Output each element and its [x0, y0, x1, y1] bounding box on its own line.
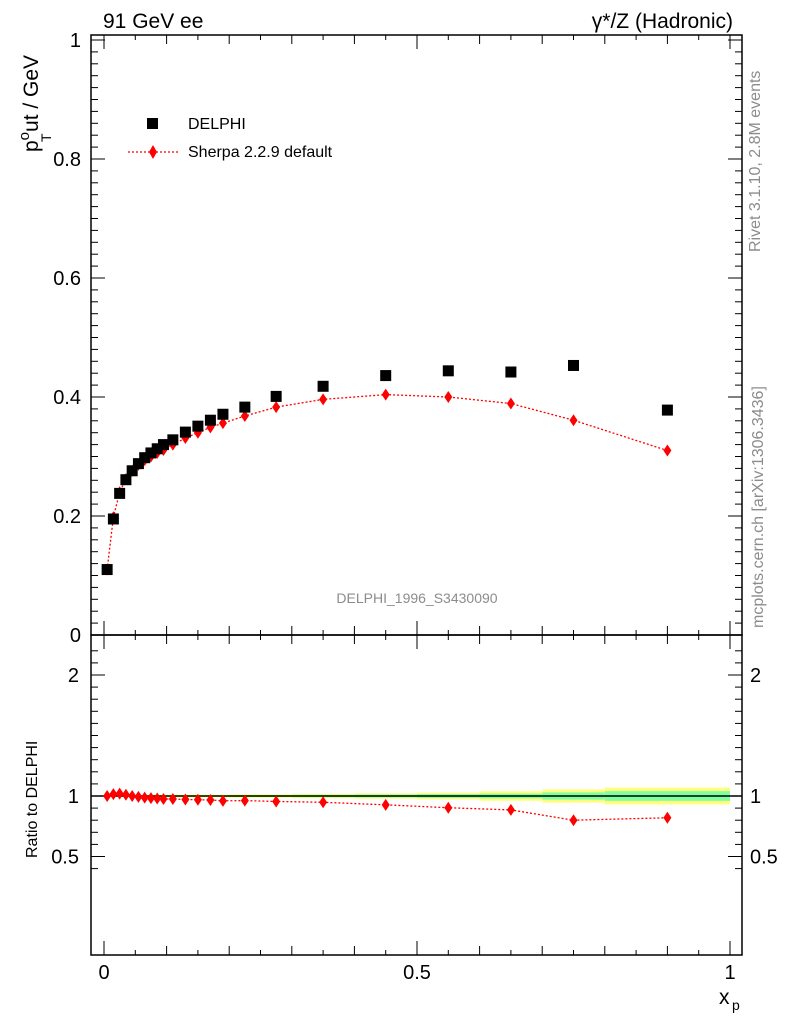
ratio-y-tick-label-right: 0.5 [750, 847, 778, 869]
ratio-sherpa-point [181, 793, 190, 806]
main-panel: 0 0.2 0.4 0.6 0.8 1 DELPHI_1996_S3430090 pout… [16, 30, 743, 647]
header-left: 91 GeV ee [103, 10, 203, 33]
ratio-y-tick-label-right: 2 [750, 665, 761, 687]
delphi-point [126, 465, 138, 477]
delphi-point [239, 401, 251, 413]
ratio-sherpa-point [146, 792, 155, 805]
ratio-sherpa-series [103, 787, 672, 827]
delphi-point [120, 474, 132, 486]
ratio-sherpa-point [206, 793, 215, 806]
delphi-point [380, 370, 392, 382]
delphi-point [179, 426, 191, 438]
rivet-version-label: Rivet 3.1.10, 2.8M events [747, 71, 764, 252]
x-axis-label: x p [719, 986, 740, 1013]
ratio-y-tick-label-left: 2 [68, 665, 79, 687]
legend: DELPHI Sherpa 2.2.9 default [128, 116, 333, 161]
svg-text:T: T [38, 133, 54, 142]
delphi-point [270, 390, 282, 402]
delphi-point [192, 420, 204, 432]
delphi-point [167, 434, 179, 446]
ratio-sherpa-point [103, 790, 112, 802]
sherpa-point [663, 444, 672, 457]
ratio-sherpa-point [193, 793, 202, 806]
delphi-point [661, 404, 673, 416]
y-tick-label: 0.4 [53, 387, 81, 409]
legend-sherpa-label: Sherpa 2.2.9 default [188, 144, 333, 161]
sherpa-point [569, 414, 578, 427]
ratio-sherpa-point [319, 796, 328, 809]
y-tick-label: 1 [70, 30, 81, 52]
legend-sherpa-marker [149, 145, 157, 159]
ratio-axes [90, 634, 743, 956]
sherpa-point [272, 401, 281, 414]
header-right: γ*/Z (Hadronic) [592, 10, 733, 33]
ratio-y-axis-label: Ratio to DELPHI [24, 741, 41, 858]
svg-text:p: p [732, 997, 740, 1013]
ylabel-p: p [20, 140, 43, 152]
ratio-sherpa-point [272, 795, 281, 808]
ratio-sherpa-point [444, 801, 453, 814]
main-y-tick-labels: 0 0.2 0.4 0.6 0.8 1 [53, 30, 81, 647]
ratio-sherpa-point [140, 791, 149, 804]
source-label: mcplots.cern.ch [arXiv:1306.3436] [750, 386, 767, 628]
delphi-point [568, 359, 579, 371]
ratio-sherpa-point [569, 814, 578, 827]
svg-text:pout / GeV: pout / GeV [16, 55, 43, 152]
delphi-point [114, 487, 126, 499]
ratio-y-tick-label-left: 0.5 [51, 847, 79, 869]
delphi-point [101, 564, 113, 576]
delphi-point [204, 414, 216, 426]
delphi-point [442, 365, 454, 377]
ratio-sherpa-point [240, 794, 249, 807]
analysis-label: DELPHI_1996_S3430090 [336, 590, 497, 606]
legend-delphi-label: DELPHI [188, 116, 246, 133]
ratio-sherpa-point [168, 793, 177, 806]
ratio-sherpa-point [109, 788, 118, 801]
svg-text:x: x [719, 986, 730, 1009]
ratio-sherpa-point [663, 811, 672, 824]
ratio-sherpa-point [121, 788, 130, 801]
ratio-y-tick-label-right: 1 [750, 786, 761, 808]
sherpa-point [506, 397, 515, 410]
sherpa-point [444, 391, 453, 403]
x-tick-label: 0 [98, 962, 109, 984]
ratio-y-tick-label-left: 1 [68, 786, 79, 808]
ratio-panel: 0.5 0.5 1 1 2 2 0 0.5 1 Ratio to DELPHI x p [24, 634, 778, 1013]
legend-delphi-marker [147, 118, 158, 129]
ratio-sherpa-point [134, 790, 143, 803]
delphi-point [139, 452, 151, 464]
x-tick-label: 0.5 [403, 962, 431, 984]
delphi-point [505, 366, 517, 378]
delphi-point [157, 439, 169, 451]
sherpa-line [106, 393, 668, 570]
sherpa-point [381, 388, 390, 401]
ratio-sherpa-point [381, 798, 390, 811]
delphi-point [145, 447, 157, 459]
ratio-sherpa-line [106, 792, 668, 821]
ratio-sherpa-point [218, 794, 227, 807]
y-tick-label: 0.2 [53, 506, 81, 528]
sherpa-point [319, 393, 328, 406]
delphi-point [317, 380, 329, 392]
delphi-point [132, 458, 144, 470]
ratio-sherpa-point [128, 790, 137, 802]
delphi-point [217, 408, 229, 420]
delphi-series [101, 359, 673, 576]
ratio-sherpa-point [115, 787, 124, 800]
ratio-tick-labels: 0.5 0.5 1 1 2 2 0 0.5 1 [51, 665, 778, 984]
y-tick-label: 0 [70, 625, 81, 647]
sherpa-point [240, 410, 249, 423]
ratio-sherpa-point [153, 792, 162, 805]
sherpa-series [103, 388, 672, 576]
ratio-sherpa-point [159, 793, 168, 806]
delphi-point [151, 443, 163, 455]
y-tick-label: 0.8 [53, 149, 81, 171]
sherpa-point [218, 417, 227, 430]
main-y-axis-label: pout / GeV T [16, 55, 54, 152]
y-tick-label: 0.6 [53, 268, 81, 290]
x-tick-label: 1 [724, 962, 735, 984]
delphi-point [107, 513, 119, 525]
ratio-sherpa-point [506, 803, 515, 816]
